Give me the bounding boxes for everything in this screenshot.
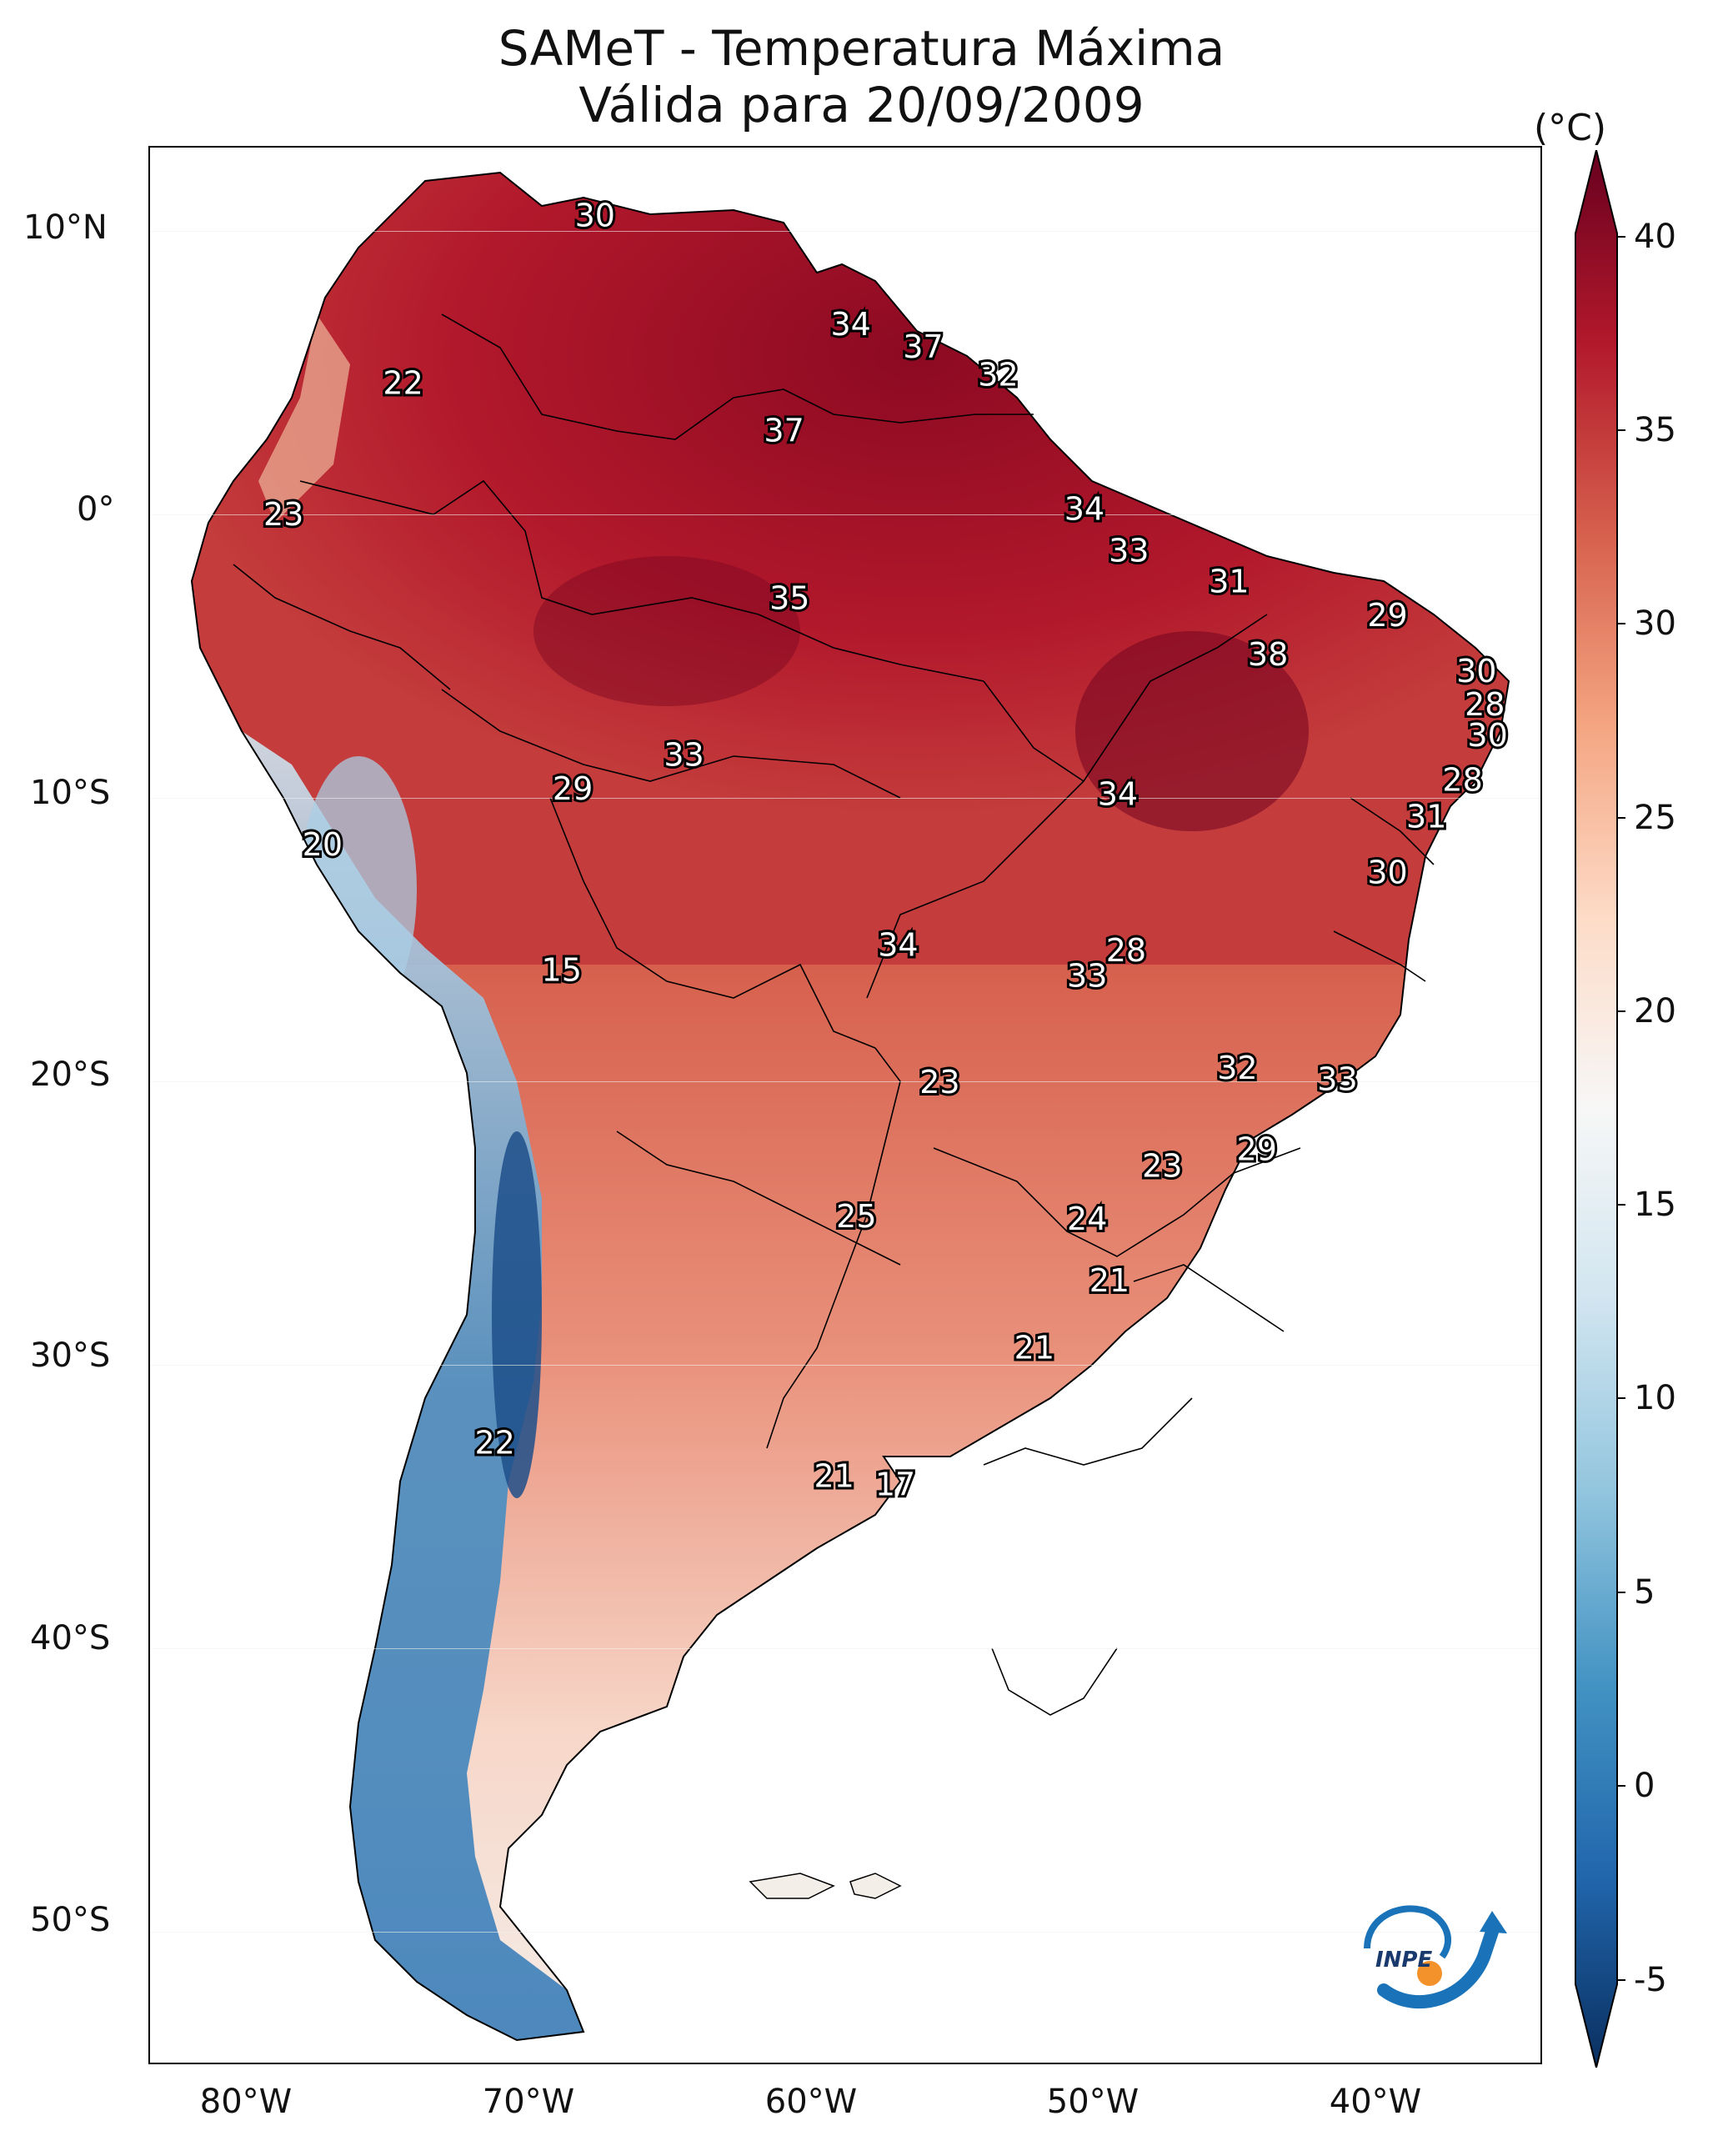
lon-tick-label: 80°W (199, 2083, 293, 2121)
station-temperature-label: 35 (769, 580, 809, 617)
map-title-line1: SAMeT - Temperatura Máxima (498, 20, 1225, 77)
station-temperature-label: 30 (575, 197, 615, 233)
lat-tick-label: 30°S (30, 1336, 111, 1375)
station-temperature-label: 33 (1317, 1060, 1357, 1097)
station-temperature-label: 33 (664, 737, 704, 774)
colorbar-tick-label: 5 (1634, 1573, 1655, 1612)
lon-tick-label: 40°W (1329, 2083, 1422, 2121)
colorbar-tick-label: 0 (1634, 1767, 1655, 1805)
station-temperature-label: 21 (1089, 1262, 1129, 1299)
lat-tick-label: 50°S (30, 1901, 111, 1939)
colorbar-tick-label: 20 (1634, 992, 1676, 1030)
station-temperature-label: 23 (263, 496, 303, 533)
station-temperature-label: 32 (1217, 1050, 1257, 1086)
station-temperature-label: 28 (1465, 686, 1505, 723)
station-temperature-label: 25 (836, 1198, 876, 1235)
colorbar-unit: (°C) (1534, 107, 1607, 149)
lat-tick-label: 40°S (30, 1619, 111, 1657)
station-temperature-label: 34 (830, 306, 870, 343)
station-temperature-label: 22 (474, 1424, 514, 1461)
station-temperature-label: 34 (1098, 775, 1138, 812)
colorbar (1575, 150, 1625, 2068)
station-temperature-label: 29 (1367, 597, 1407, 634)
station-temperature-label: 24 (1067, 1201, 1107, 1237)
station-temperature-label: 37 (903, 328, 943, 365)
station-temperature-label: 32 (978, 356, 1018, 393)
station-temperature-label: 33 (1067, 957, 1107, 994)
colorbar-tick-label: 15 (1634, 1186, 1676, 1224)
colorbar-tick-label: 40 (1634, 218, 1676, 256)
inpe-logo-text: INPE (1375, 1948, 1432, 1973)
lon-tick-label: 50°W (1046, 2083, 1139, 2121)
station-temperature-label: 33 (1109, 533, 1149, 569)
station-temperature-label: 21 (1014, 1329, 1054, 1366)
station-temperature-label: 31 (1406, 798, 1446, 835)
lon-tick-label: 60°W (764, 2083, 858, 2121)
station-temperature-label: 17 (875, 1467, 915, 1503)
station-temperature-label: 20 (303, 826, 343, 863)
lat-tick-label: 10°S (30, 774, 111, 812)
country-borders (233, 313, 1435, 1716)
gridlines (150, 231, 1540, 1933)
colorbar-tick-label: 25 (1634, 799, 1676, 837)
station-temperature-label: 30 (1467, 717, 1507, 754)
station-temperature-label: 28 (1106, 932, 1146, 969)
station-temperature-label: 37 (764, 413, 804, 449)
colorbar-tick-label: -5 (1634, 1961, 1667, 1999)
station-temperature-label: 34 (1064, 490, 1104, 527)
station-temperature-label: 29 (1237, 1131, 1277, 1167)
map-title-line2: Válida para 20/09/2009 (579, 77, 1144, 133)
station-temperature-label: 38 (1248, 636, 1288, 673)
lat-tick-label: 20°S (30, 1055, 111, 1094)
station-temperature-label: 34 (878, 927, 918, 964)
colorbar-tick-label: 10 (1634, 1379, 1676, 1417)
lat-tick-label: 10°N (23, 208, 108, 247)
station-temperature-label: 30 (1367, 854, 1407, 890)
station-temperature-label: 22 (383, 365, 423, 402)
station-temperature-label: 31 (1209, 564, 1249, 600)
station-temperature-label: 23 (1142, 1147, 1182, 1184)
station-temperature-label: 30 (1456, 653, 1496, 689)
map-panel[interactable]: 30 34 37 32 22 37 34 23 33 31 35 29 38 30 28 30 33 29 34 28… (148, 146, 1542, 2064)
station-temperature-label: 15 (542, 952, 582, 989)
lat-tick-label: 0° (77, 490, 115, 529)
colorbar-tick-label: 30 (1634, 604, 1676, 643)
colorbar-tick-label: 35 (1634, 411, 1676, 449)
station-temperature-label: 29 (553, 770, 593, 807)
lon-tick-label: 70°W (482, 2083, 575, 2121)
station-temperature-label: 21 (814, 1458, 854, 1495)
inpe-logo: INPE (1364, 1905, 1507, 2009)
falkland-islands (749, 1873, 902, 1899)
station-temperature-label: 23 (919, 1064, 959, 1101)
station-temperature-label: 28 (1442, 762, 1482, 799)
